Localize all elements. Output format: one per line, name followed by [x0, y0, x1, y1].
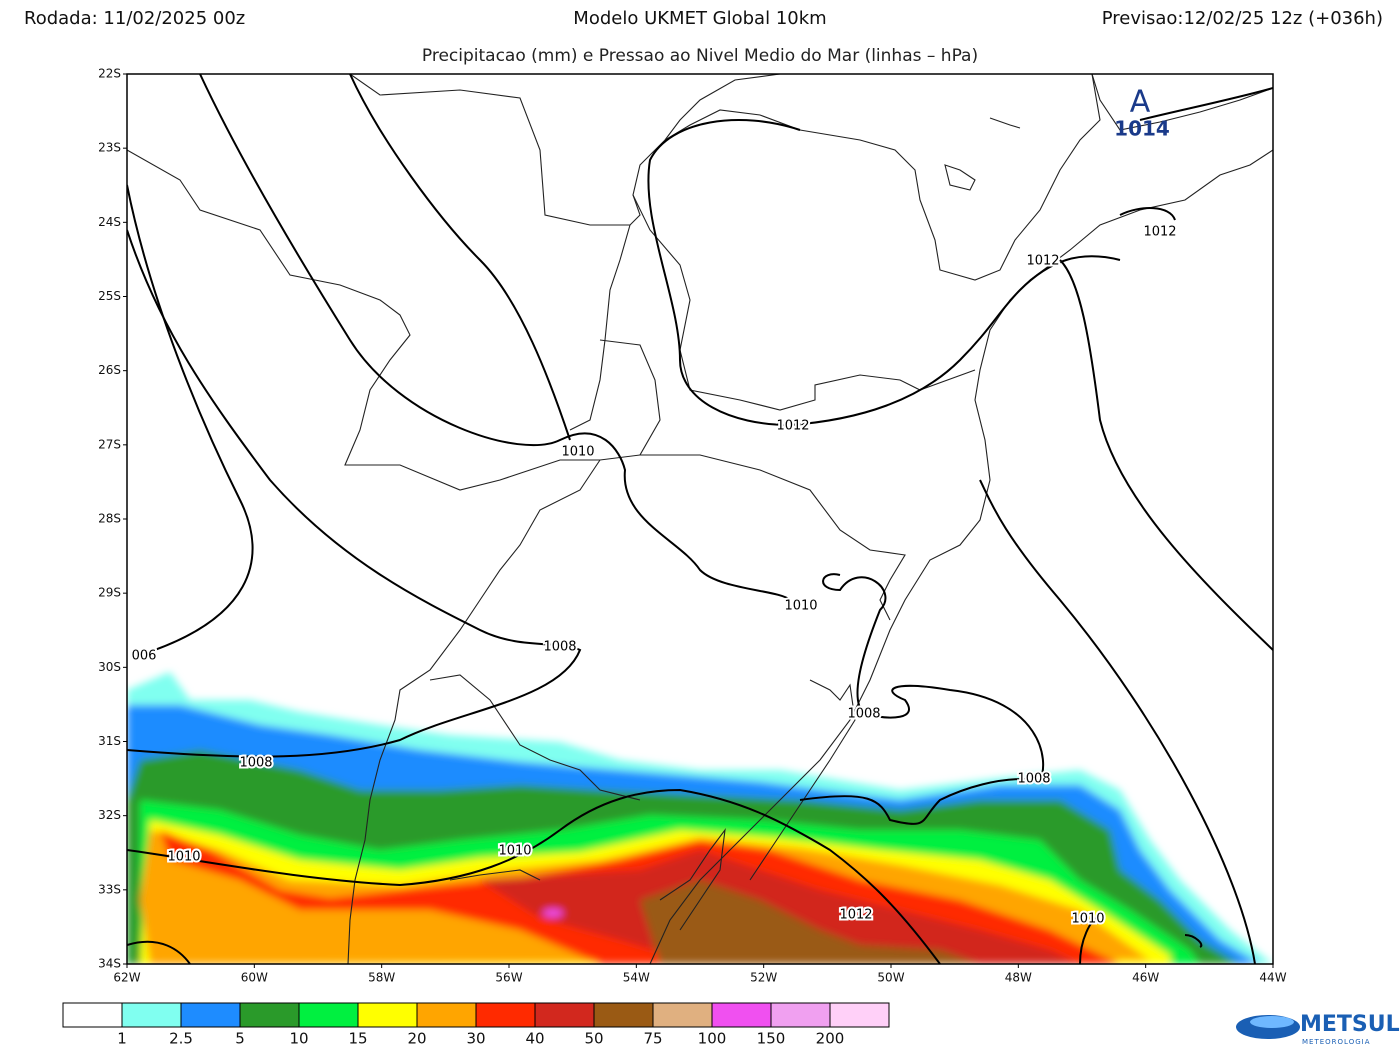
isobar-label: 1012: [839, 908, 872, 923]
isobar-label: 1010: [167, 850, 200, 865]
colorbar-box: [711, 1002, 772, 1028]
colorbar-label: 40: [525, 1030, 544, 1048]
lat-label: 27S: [98, 437, 121, 451]
isobar-label: 1010: [561, 445, 594, 460]
colorbar-box: [180, 1002, 241, 1028]
high-symbol: A: [1130, 85, 1151, 120]
isobar-label: 1008: [543, 640, 576, 655]
isobar-label: 1012: [1026, 254, 1059, 269]
logo-name: METSUL: [1300, 1012, 1400, 1037]
geography: [127, 74, 1273, 964]
colorbar-label: 30: [466, 1030, 485, 1048]
lat-label: 33S: [98, 882, 121, 896]
lon-label: 62W: [113, 971, 140, 985]
colorbar-label: 200: [816, 1030, 845, 1048]
logo-globe-highlight: [1250, 1016, 1294, 1028]
colorbar-label: 2.5: [169, 1030, 193, 1048]
isobar-label: 1008: [1017, 772, 1050, 787]
colorbar-box: [534, 1002, 595, 1028]
lat-label: 29S: [98, 586, 121, 600]
isobar-label: 1010: [784, 599, 817, 614]
isobar-label: 1008: [239, 756, 272, 771]
lat-label: 25S: [98, 289, 121, 303]
colorbar-box: [475, 1002, 536, 1028]
lon-label: 44W: [1259, 971, 1286, 985]
lon-label: 52W: [750, 971, 777, 985]
isobar-label: 1012: [1143, 225, 1176, 240]
lat-label: 31S: [98, 734, 121, 748]
lon-label: 50W: [877, 971, 904, 985]
isobars: [127, 74, 1273, 964]
colorbar-label: 15: [348, 1030, 367, 1048]
map-area: A 1014 1012 1012 1012 1010 1010 1008 006…: [127, 74, 1273, 964]
lon-label: 56W: [495, 971, 522, 985]
colorbar-label: 100: [698, 1030, 727, 1048]
colorbar-label: 1: [117, 1030, 127, 1048]
isobar-label: 1008: [847, 707, 880, 722]
colorbar-label: 150: [757, 1030, 786, 1048]
colorbar-label: 5: [235, 1030, 245, 1048]
colorbar-box: [416, 1002, 477, 1028]
isobar-label: 1010: [498, 844, 531, 859]
colorbar-box: [62, 1002, 123, 1028]
isobar-label: 1012: [776, 419, 809, 434]
lat-label: 32S: [98, 808, 121, 822]
forecast-time: Previsao:12/02/25 12z (+036h): [1102, 8, 1383, 29]
lon-label: 46W: [1132, 971, 1159, 985]
isobar-label: 1010: [1071, 912, 1104, 927]
high-label: 1014: [1114, 117, 1170, 141]
colorbar-label: 50: [584, 1030, 603, 1048]
subtitle: Precipitacao (mm) e Pressao ao Nivel Med…: [422, 46, 978, 66]
logo-tagline: METEOROLOGIA: [1302, 1038, 1370, 1046]
model-name: Modelo UKMET Global 10km: [573, 8, 826, 29]
lon-label: 60W: [241, 971, 268, 985]
colorbar-label: 10: [289, 1030, 308, 1048]
lat-label: 26S: [98, 363, 121, 377]
colorbar-box: [357, 1002, 418, 1028]
colorbar-label: 75: [643, 1030, 662, 1048]
colorbar-box: [829, 1002, 890, 1028]
colorbar-box: [593, 1002, 654, 1028]
lon-label: 48W: [1005, 971, 1032, 985]
lat-label: 28S: [98, 512, 121, 526]
run-time: Rodada: 11/02/2025 00z: [24, 8, 245, 29]
colorbar-box: [298, 1002, 359, 1028]
lon-label: 58W: [368, 971, 395, 985]
lat-label: 30S: [98, 660, 121, 674]
colorbar-box: [121, 1002, 182, 1028]
colorbar-box: [239, 1002, 300, 1028]
precipitation-field: [127, 672, 1273, 964]
lon-label: 54W: [623, 971, 650, 985]
colorbar-box: [770, 1002, 831, 1028]
isobar-label: 006: [132, 649, 157, 664]
lat-label: 22S: [98, 67, 121, 81]
colorbar-box: [652, 1002, 713, 1028]
lat-label: 34S: [98, 957, 121, 971]
logo: METSUL METEOROLOGIA: [1236, 1012, 1400, 1046]
colorbar-label: 20: [407, 1030, 426, 1048]
lat-label: 23S: [98, 141, 121, 155]
lat-label: 24S: [98, 215, 121, 229]
